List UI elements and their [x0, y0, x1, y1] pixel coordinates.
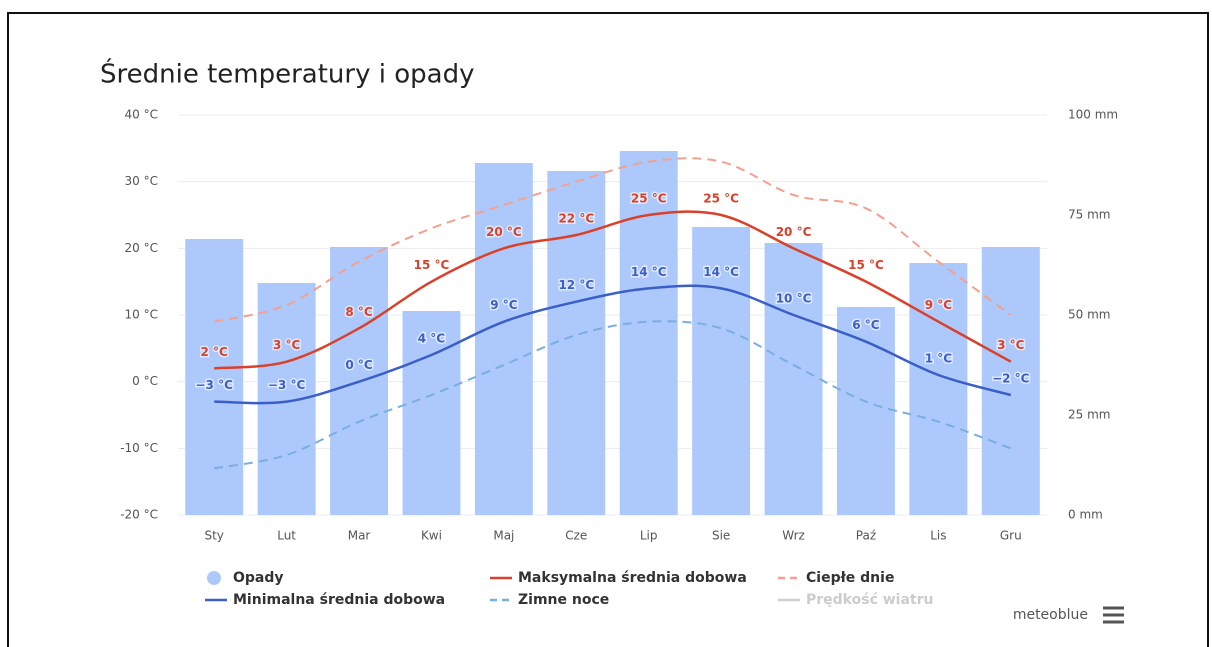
- data-label: 15 °C: [848, 258, 884, 272]
- data-label: 2 °C: [201, 345, 229, 359]
- legend-label: Ciepłe dnie: [806, 570, 894, 586]
- line: [214, 210, 1012, 370]
- data-label: 14 °C: [631, 265, 667, 279]
- legend-label: Maksymalna średnia dobowa: [518, 570, 747, 586]
- y2-tick-label: 50 mm: [1068, 308, 1110, 322]
- data-label: 8 °C: [345, 305, 373, 319]
- x-tick-label: Paź: [856, 529, 876, 543]
- x-tick-label: Sie: [712, 529, 730, 543]
- bar: [474, 163, 533, 515]
- bar: [764, 243, 823, 515]
- y2-tick-label: 100 mm: [1068, 108, 1118, 122]
- y-tick-label: 10 °C: [125, 308, 158, 322]
- x-tick-label: Lis: [930, 529, 946, 543]
- x-tick-label: Wrz: [782, 529, 805, 543]
- data-label: 10 °C: [776, 292, 812, 306]
- bar: [981, 247, 1040, 515]
- data-label: 12 °C: [558, 278, 594, 292]
- x-tick-label: Lip: [640, 529, 658, 543]
- x-tick-label: Maj: [493, 529, 514, 543]
- dashed-line: [213, 157, 1012, 323]
- data-label: 1 °C: [925, 352, 953, 366]
- x-tick-label: Cze: [565, 529, 587, 543]
- data-label: 25 °C: [631, 192, 667, 206]
- data-label: 20 °C: [486, 225, 522, 239]
- data-label: 6 °C: [852, 318, 880, 332]
- legend-label: Minimalna średnia dobowa: [233, 592, 445, 608]
- y-tick-label: -20 °C: [120, 508, 158, 522]
- y-tick-label: 40 °C: [125, 108, 158, 122]
- data-label: 3 °C: [997, 338, 1025, 352]
- data-label: −2 °C: [992, 372, 1030, 386]
- data-label: 3 °C: [273, 338, 301, 352]
- data-label: 9 °C: [925, 298, 953, 312]
- bar: [185, 239, 244, 515]
- data-label: −3 °C: [268, 378, 306, 392]
- x-tick-label: Gru: [1000, 529, 1022, 543]
- bar: [692, 227, 751, 515]
- x-tick-label: Sty: [204, 529, 223, 543]
- y-tick-label: -10 °C: [120, 441, 158, 455]
- data-label: 9 °C: [490, 298, 518, 312]
- data-label: −3 °C: [196, 378, 234, 392]
- data-label: 20 °C: [776, 225, 812, 239]
- x-tick-label: Mar: [348, 529, 371, 543]
- data-label: 4 °C: [418, 332, 446, 346]
- data-label: 14 °C: [703, 265, 739, 279]
- bar: [619, 151, 678, 515]
- y2-tick-label: 0 mm: [1068, 508, 1103, 522]
- bar: [836, 307, 895, 515]
- x-tick-label: Lut: [277, 529, 296, 543]
- legend-swatch: [207, 571, 221, 585]
- data-label: 0 °C: [345, 358, 373, 372]
- y-tick-label: 30 °C: [125, 174, 158, 188]
- legend-label: Zimne noce: [518, 592, 609, 608]
- y-tick-label: 0 °C: [132, 374, 158, 388]
- y2-tick-label: 25 mm: [1068, 408, 1110, 422]
- y-tick-label: 20 °C: [125, 241, 158, 255]
- bar: [909, 263, 968, 515]
- x-tick-label: Kwi: [421, 529, 442, 543]
- chart-title: Średnie temperatury i opady: [100, 58, 474, 90]
- data-label: 25 °C: [703, 192, 739, 206]
- bar: [257, 283, 316, 515]
- line: [214, 284, 1012, 405]
- menu-icon[interactable]: [1103, 606, 1124, 624]
- brand: meteoblue: [1013, 607, 1088, 623]
- legend-label: Prędkość wiatru: [806, 592, 933, 608]
- data-label: 15 °C: [414, 258, 450, 272]
- data-label: 22 °C: [558, 212, 594, 226]
- legend-label: Opady: [233, 570, 284, 586]
- frame: [7, 12, 1209, 647]
- y2-tick-label: 75 mm: [1068, 208, 1110, 222]
